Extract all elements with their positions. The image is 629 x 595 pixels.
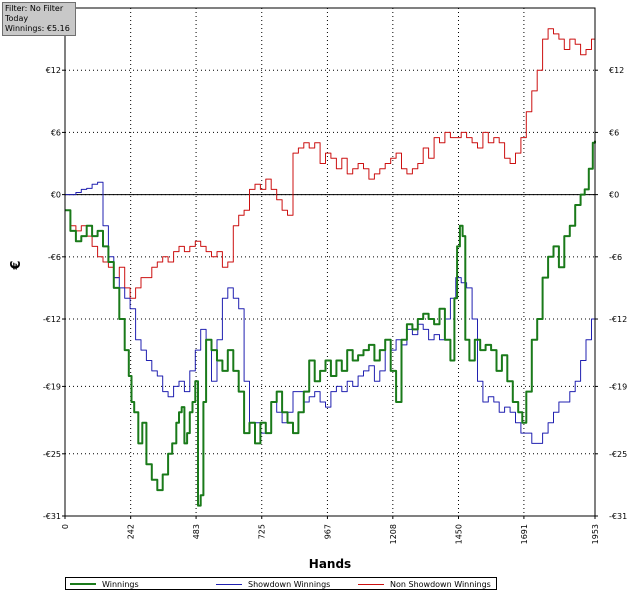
y-tick-label-left: €0: [51, 191, 61, 200]
y-tick-label-right: -€25: [609, 450, 627, 459]
filter-line: Filter: No Filter: [5, 4, 64, 13]
y-tick-label-left: -€31: [43, 512, 61, 521]
y-tick-label-left: -€12: [43, 315, 61, 324]
y-axis-right: €12 €6 €0 -€6 -€12 -€19 -€25 -€31: [595, 66, 627, 521]
legend-item-showdown: Showdown Winnings: [216, 579, 330, 589]
y-tick-label-left: -€19: [43, 382, 61, 391]
series-line-non-showdown: [65, 18, 596, 299]
date-line: Today: [5, 14, 29, 23]
series-line-showdown: [65, 181, 596, 444]
y-tick-label-left: €6: [51, 128, 61, 137]
x-tick-label: 725: [258, 524, 267, 539]
legend-item-winnings: Winnings: [70, 579, 139, 589]
legend-label: Showdown Winnings: [248, 579, 331, 589]
x-tick-label: 967: [323, 524, 332, 539]
y-tick-label-right: -€12: [609, 315, 627, 324]
x-tick-label: 1691: [520, 524, 529, 544]
plot-border: [64, 7, 596, 517]
legend-label: Winnings: [102, 579, 139, 589]
x-axis: 0 242 483 725 967 1208 1450 1691 1953: [61, 516, 600, 544]
legend-swatch-non-showdown: [358, 583, 384, 585]
series-line-winnings: [65, 140, 596, 507]
legend-swatch-winnings: [70, 583, 96, 585]
y-tick-label-right: €12: [609, 66, 624, 75]
y-tick-label-right: -€31: [609, 512, 627, 521]
y-axis-title: €: [9, 260, 24, 270]
chart-legend: Winnings Showdown Winnings Non Showdown …: [65, 577, 497, 590]
series-lines: [65, 18, 596, 507]
y-tick-label-left: -€25: [43, 450, 61, 459]
y-tick-label-right: -€19: [609, 382, 627, 391]
winnings-line: Winnings: €5.16: [5, 24, 70, 33]
x-tick-label: 1953: [591, 524, 600, 544]
y-tick-label-right: €0: [609, 191, 619, 200]
legend-label: Non Showdown Winnings: [390, 579, 491, 589]
y-axis-left: €12 €6 €0 -€6 -€12 -€19 -€25 -€31: [43, 66, 65, 521]
x-tick-label: 1208: [389, 524, 398, 544]
legend-swatch-showdown: [216, 583, 242, 585]
y-tick-label-right: €6: [609, 128, 619, 137]
x-tick-label: 0: [61, 524, 70, 529]
y-tick-label-right: -€6: [609, 253, 622, 262]
x-tick-label: 242: [127, 524, 136, 539]
filter-info-box: Filter: No Filter Today Winnings: €5.16: [2, 2, 76, 36]
y-tick-label-left: €12: [46, 66, 61, 75]
x-tick-label: 483: [192, 524, 201, 539]
legend-item-non-showdown: Non Showdown Winnings: [358, 579, 491, 589]
x-axis-title: Hands: [309, 557, 351, 571]
y-tick-label-left: -€6: [48, 253, 61, 262]
x-tick-label: 1450: [454, 524, 463, 544]
grid: [64, 8, 596, 517]
